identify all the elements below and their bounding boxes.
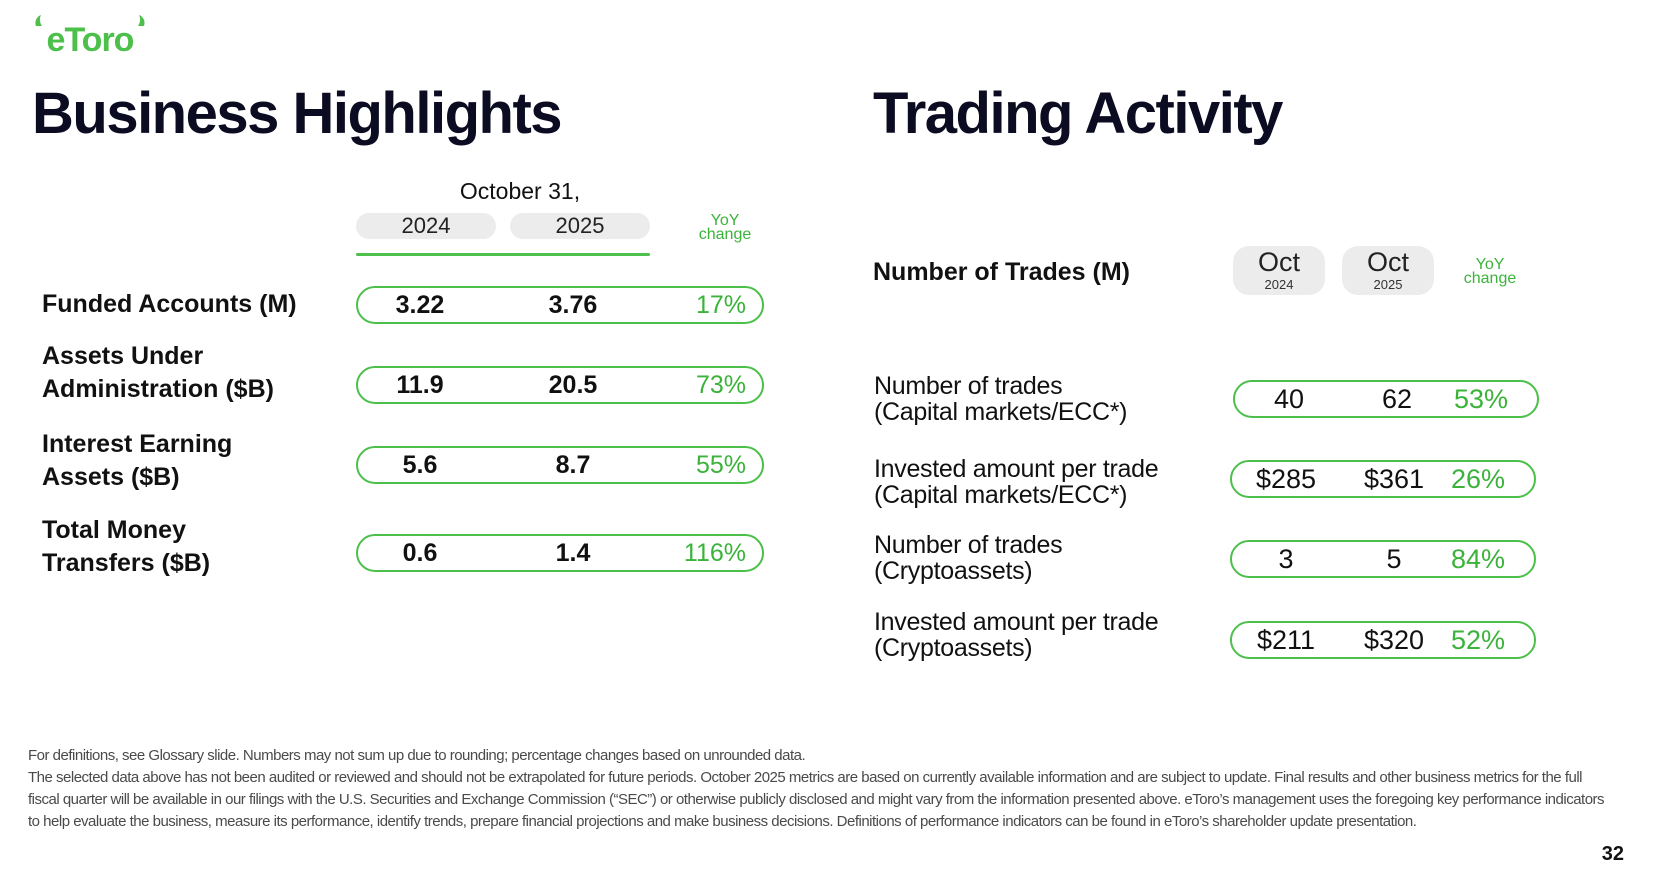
oct-2025-pill: Oct 2025 bbox=[1342, 246, 1434, 295]
business-highlights-title: Business Highlights bbox=[32, 81, 563, 146]
footnote-line: For definitions, see Glossary slide. Num… bbox=[28, 747, 806, 764]
yoy-value: 116% bbox=[683, 539, 746, 567]
assets-under-administration-row: 11.9 20.5 73% bbox=[356, 366, 764, 404]
trading-activity-title: Trading Activity bbox=[873, 81, 1283, 146]
page-number: 32 bbox=[1601, 843, 1624, 865]
value-2024: 0.6 bbox=[402, 539, 438, 567]
trade-label-line: (Cryptoassets) bbox=[874, 557, 1033, 585]
value-oct-2025: $361 bbox=[1363, 464, 1425, 494]
row-label-funded-accounts: Funded Accounts (M) bbox=[42, 288, 297, 321]
yoy-value: 52% bbox=[1450, 625, 1506, 655]
row-label-line: Interest Earning bbox=[42, 430, 233, 458]
value-2024: 3.22 bbox=[395, 291, 445, 319]
interest-earning-assets-row: 5.6 8.7 55% bbox=[356, 446, 764, 484]
row-label-total-money-transfers: Total Money Transfers ($B) bbox=[42, 514, 210, 580]
header-underline bbox=[356, 253, 650, 256]
number-of-trades-header: Number of Trades (M) bbox=[873, 258, 1130, 286]
yoy-value: 26% bbox=[1450, 464, 1506, 494]
month-label: Oct bbox=[1257, 247, 1300, 277]
trade-label-line: Invested amount per trade bbox=[874, 608, 1159, 636]
value-oct-2024: $285 bbox=[1255, 464, 1317, 494]
trade-row-crypto-amount: $211 $320 52% bbox=[1230, 621, 1536, 659]
yoy-change-header: YoY change bbox=[690, 212, 760, 243]
trade-row-capital-markets-count: 40 62 53% bbox=[1233, 380, 1539, 418]
trade-label-crypto-count: Number of trades (Cryptoassets) bbox=[874, 531, 1063, 585]
value-oct-2025: 62 bbox=[1381, 384, 1413, 414]
value-2024: 11.9 bbox=[396, 371, 444, 399]
year-label: 2025 bbox=[1373, 277, 1403, 292]
yoy-value: 73% bbox=[695, 371, 746, 399]
value-oct-2024: 3 bbox=[1278, 544, 1294, 574]
row-label-assets-under-administration: Assets Under Administration ($B) bbox=[42, 340, 274, 406]
yoy-word: YoY bbox=[1475, 256, 1505, 273]
trade-label-line: (Capital markets/ECC*) bbox=[874, 481, 1128, 509]
row-label-line: Administration ($B) bbox=[42, 375, 274, 403]
change-word: change bbox=[698, 226, 752, 243]
yoy-value: 17% bbox=[695, 291, 746, 319]
month-label: Oct bbox=[1366, 247, 1409, 277]
year-2024-pill: 2024 bbox=[356, 213, 496, 239]
value-2025: 20.5 bbox=[548, 371, 598, 399]
trade-label-line: (Cryptoassets) bbox=[874, 634, 1033, 662]
year-2025-pill: 2025 bbox=[510, 213, 650, 239]
value-2025: 8.7 bbox=[555, 451, 591, 479]
value-2025: 1.4 bbox=[555, 539, 591, 567]
yoy-value: 55% bbox=[695, 451, 746, 479]
value-oct-2025: $320 bbox=[1363, 625, 1425, 655]
footnote: For definitions, see Glossary slide. Num… bbox=[28, 745, 1608, 833]
year-label: 2024 bbox=[1264, 277, 1294, 292]
etoro-logo: eToro bbox=[30, 14, 150, 58]
trade-label-crypto-amount: Invested amount per trade (Cryptoassets) bbox=[874, 608, 1159, 662]
trade-label-line: (Capital markets/ECC*) bbox=[874, 398, 1128, 426]
oct-2024-pill: Oct 2024 bbox=[1233, 246, 1325, 295]
value-2025: 3.76 bbox=[548, 291, 598, 319]
yoy-value: 53% bbox=[1453, 384, 1509, 414]
total-money-transfers-row: 0.6 1.4 116% bbox=[356, 534, 764, 572]
period-label: October 31, bbox=[459, 178, 581, 204]
row-label-line: Assets Under bbox=[42, 342, 204, 370]
row-label-line: Assets ($B) bbox=[42, 463, 180, 491]
yoy-value: 84% bbox=[1450, 544, 1506, 574]
trade-label-line: Number of trades bbox=[874, 372, 1063, 400]
value-oct-2024: 40 bbox=[1273, 384, 1305, 414]
funded-accounts-row: 3.22 3.76 17% bbox=[356, 286, 764, 324]
trade-label-line: Invested amount per trade bbox=[874, 455, 1159, 483]
trade-row-capital-markets-amount: $285 $361 26% bbox=[1230, 460, 1536, 498]
trade-label-line: Number of trades bbox=[874, 531, 1063, 559]
yoy-change-header: YoY change bbox=[1455, 256, 1525, 287]
yoy-word: YoY bbox=[710, 212, 740, 229]
trade-label-capital-markets-count: Number of trades (Capital markets/ECC*) bbox=[874, 373, 1127, 425]
value-oct-2025: 5 bbox=[1386, 544, 1402, 574]
value-oct-2024: $211 bbox=[1256, 625, 1316, 655]
row-label-line: Transfers ($B) bbox=[42, 549, 211, 577]
svg-text:eToro: eToro bbox=[47, 21, 134, 58]
row-label-line: Funded Accounts (M) bbox=[42, 290, 297, 318]
change-word: change bbox=[1463, 270, 1517, 287]
row-label-interest-earning-assets: Interest Earning Assets ($B) bbox=[42, 428, 232, 494]
trade-row-crypto-count: 3 5 84% bbox=[1230, 540, 1536, 578]
row-label-line: Total Money bbox=[42, 516, 186, 544]
footnote-disclaimer: The selected data above has not been aud… bbox=[28, 769, 1605, 830]
value-2024: 5.6 bbox=[402, 451, 438, 479]
trade-label-capital-markets-amount: Invested amount per trade (Capital marke… bbox=[874, 455, 1159, 509]
